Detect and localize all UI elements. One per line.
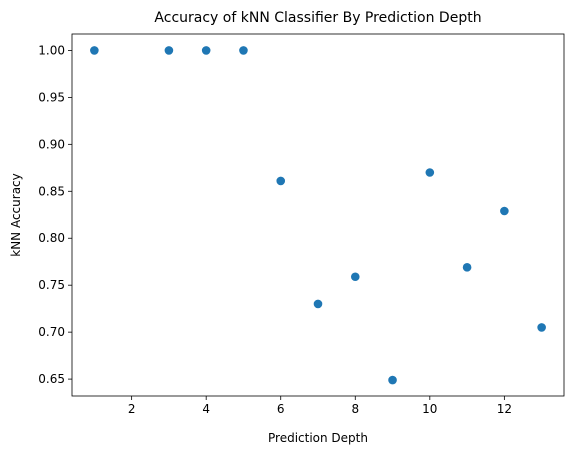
x-tick-label: 12 bbox=[497, 402, 512, 416]
y-axis: 0.65 0.70 0.75 0.80 0.85 0.90 0.95 1.00 bbox=[38, 43, 72, 386]
y-tick-label: 0.65 bbox=[38, 372, 65, 386]
y-tick-label: 0.70 bbox=[38, 325, 65, 339]
y-tick-label: 1.00 bbox=[38, 43, 65, 57]
y-tick-label: 0.90 bbox=[38, 137, 65, 151]
x-tick-label: 4 bbox=[202, 402, 210, 416]
data-point-11 bbox=[500, 206, 509, 216]
x-tick-label: 2 bbox=[128, 402, 136, 416]
y-tick-label: 0.80 bbox=[38, 231, 65, 245]
y-tick-label: 0.75 bbox=[38, 278, 65, 292]
plot-area bbox=[90, 46, 546, 385]
x-axis: 2 4 6 8 10 12 bbox=[128, 396, 512, 416]
data-point-4 bbox=[239, 46, 248, 55]
data-point-9 bbox=[425, 168, 435, 177]
x-axis-label: Prediction Depth bbox=[268, 431, 368, 445]
data-point-10 bbox=[462, 263, 472, 272]
data-point-5 bbox=[276, 176, 286, 186]
axes-frame bbox=[71, 33, 565, 397]
data-point-8 bbox=[388, 375, 397, 385]
data-point-1 bbox=[90, 46, 99, 55]
x-tick-label: 6 bbox=[277, 402, 285, 416]
data-point-6 bbox=[313, 299, 323, 309]
y-axis-label: kNN Accuracy bbox=[9, 173, 23, 257]
y-tick-label: 0.85 bbox=[38, 184, 65, 198]
chart-title: Accuracy of kNN Classifier By Prediction… bbox=[154, 10, 481, 26]
data-point-2 bbox=[164, 46, 174, 55]
data-point-3 bbox=[201, 46, 211, 55]
data-point-7 bbox=[350, 272, 360, 282]
x-tick-label: 8 bbox=[351, 402, 359, 416]
data-point-12 bbox=[537, 323, 546, 332]
y-tick-label: 0.95 bbox=[38, 90, 65, 104]
x-tick-label: 10 bbox=[422, 402, 437, 416]
